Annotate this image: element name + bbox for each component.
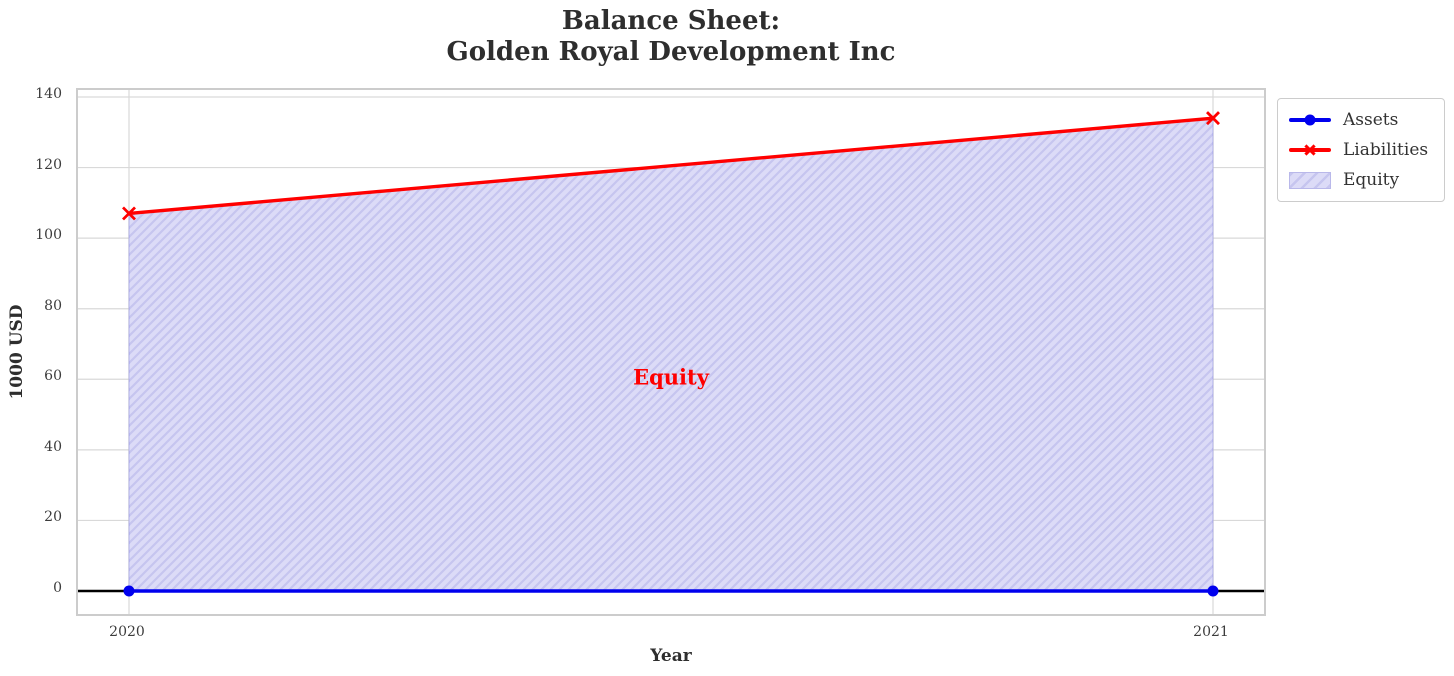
chart-title: Balance Sheet: Golden Royal Development … [0, 6, 1342, 68]
equity-annotation: Equity [633, 364, 709, 390]
equity-hatch-swatch-icon [1289, 171, 1331, 189]
legend-label-equity: Equity [1343, 170, 1400, 190]
x-axis-label: Year [650, 646, 692, 666]
legend-item-equity: Equity [1289, 168, 1433, 192]
plot-area: Equity [76, 88, 1266, 616]
y-tick-label: 80 [44, 297, 62, 314]
y-tick-label: 140 [35, 86, 62, 102]
legend-item-liabilities: Liabilities [1289, 138, 1433, 162]
y-tick-label: 20 [44, 509, 62, 526]
chart-title-line1: Balance Sheet: [561, 6, 781, 36]
y-tick-label: 60 [44, 368, 62, 385]
assets-line-marker-icon [1289, 111, 1331, 129]
y-tick-label: 0 [53, 580, 62, 596]
legend-label-assets: Assets [1343, 110, 1399, 130]
y-axis-label: 1000 USD [7, 304, 27, 400]
x-tick-label: 2021 [1193, 624, 1229, 640]
legend: Assets Liabilities Equity [1277, 98, 1445, 202]
y-tick-label: 100 [35, 227, 62, 244]
liabilities-line-marker-icon [1289, 141, 1331, 159]
y-tick-label: 40 [44, 438, 62, 455]
y-tick-label: 120 [35, 156, 62, 173]
x-tick-label: 2020 [109, 624, 145, 640]
legend-item-assets: Assets [1289, 108, 1433, 132]
legend-label-liabilities: Liabilities [1343, 140, 1429, 160]
chart-canvas [78, 90, 1264, 614]
chart-title-line2: Golden Royal Development Inc [446, 37, 896, 67]
